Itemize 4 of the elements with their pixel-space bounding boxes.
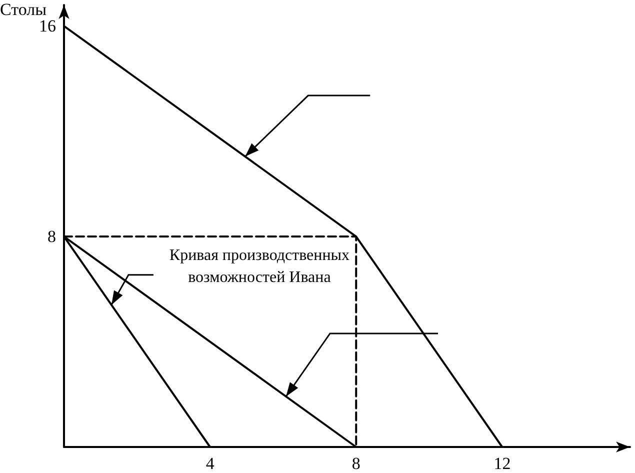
annotation: Кривая производственных возможностей Ивана <box>168 246 351 288</box>
x-tick-label: 8 <box>352 454 360 473</box>
x-tick-label: 12 <box>494 454 511 473</box>
x-tick-label: 4 <box>206 454 215 473</box>
